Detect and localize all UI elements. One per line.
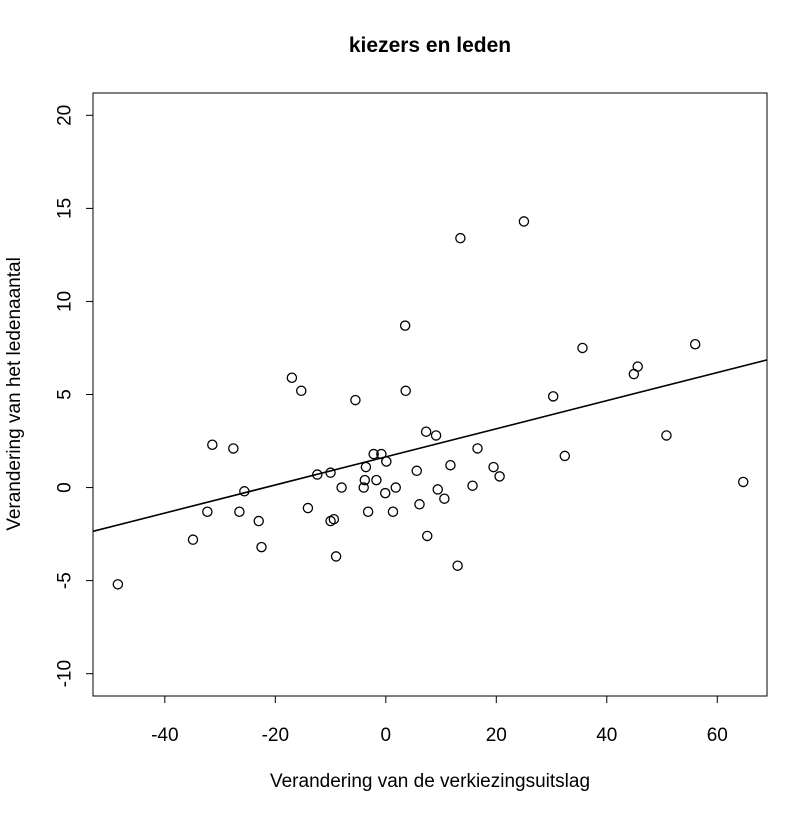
y-axis-label: Verandering van het ledenaantal [4,257,25,531]
data-point [472,443,483,454]
data-point [445,459,456,471]
data-point [689,338,701,350]
data-point [494,471,505,482]
data-point [360,461,372,473]
data-point [518,216,530,227]
data-point [239,486,250,497]
data-point [390,482,401,493]
data-point [430,430,442,441]
data-point [661,430,672,441]
data-point [202,506,213,517]
y-tick-label: 5 [55,389,76,400]
y-tick-label: -5 [55,572,76,589]
data-point [439,493,450,504]
data-point [362,506,374,517]
data-point [432,484,443,495]
data-point [358,482,369,493]
data-point [359,474,371,486]
data-point [737,476,749,488]
data-point [286,372,298,383]
data-point [328,513,340,525]
data-point [421,530,433,542]
y-tick-label: 15 [55,198,76,219]
data-point [381,456,392,467]
data-point [467,480,478,491]
y-tick-label: 10 [55,291,76,312]
data-points [112,216,749,590]
x-tick-label: 20 [486,725,507,746]
data-point [577,342,588,354]
data-point [411,465,422,477]
data-point [387,506,399,517]
regression-line-group [92,359,768,533]
data-point [302,502,314,514]
data-point [325,467,336,478]
x-tick-label: 0 [381,725,392,746]
data-point [234,506,245,517]
y-axis: -10 -5 0 5 10 15 20 [55,105,94,687]
x-tick-label: 60 [707,725,728,746]
plot-area [92,92,768,697]
data-point [368,448,379,460]
data-point [399,320,411,331]
data-point [112,579,124,590]
data-point [350,394,361,406]
data-point [559,450,571,462]
data-point [414,499,425,510]
data-point [253,515,264,527]
data-point [371,474,382,486]
regression-line [92,359,768,533]
data-point [452,560,463,571]
x-axis: -40 -20 0 20 40 60 [151,695,728,746]
data-point [312,469,323,480]
x-axis-label: Verandering van de verkiezingsuitslag [270,771,590,792]
data-point [488,461,499,473]
data-point [380,487,391,499]
data-point [400,385,411,397]
chart-title: kiezers en leden [349,34,511,57]
y-tick-label: -10 [55,660,76,687]
data-point [296,385,307,397]
data-point [330,551,342,562]
data-point [228,443,239,454]
data-point [256,541,267,553]
data-point [632,361,643,372]
data-point [547,391,559,402]
x-tick-label: -20 [262,725,289,746]
x-tick-label: 40 [596,725,617,746]
data-point [207,439,218,450]
y-tick-label: 0 [55,482,76,493]
y-tick-label: 20 [55,105,76,126]
data-point [455,232,466,244]
data-point [376,448,387,460]
data-point [336,482,347,493]
x-tick-label: -40 [151,725,178,746]
data-point [187,534,199,545]
data-point [420,426,432,437]
